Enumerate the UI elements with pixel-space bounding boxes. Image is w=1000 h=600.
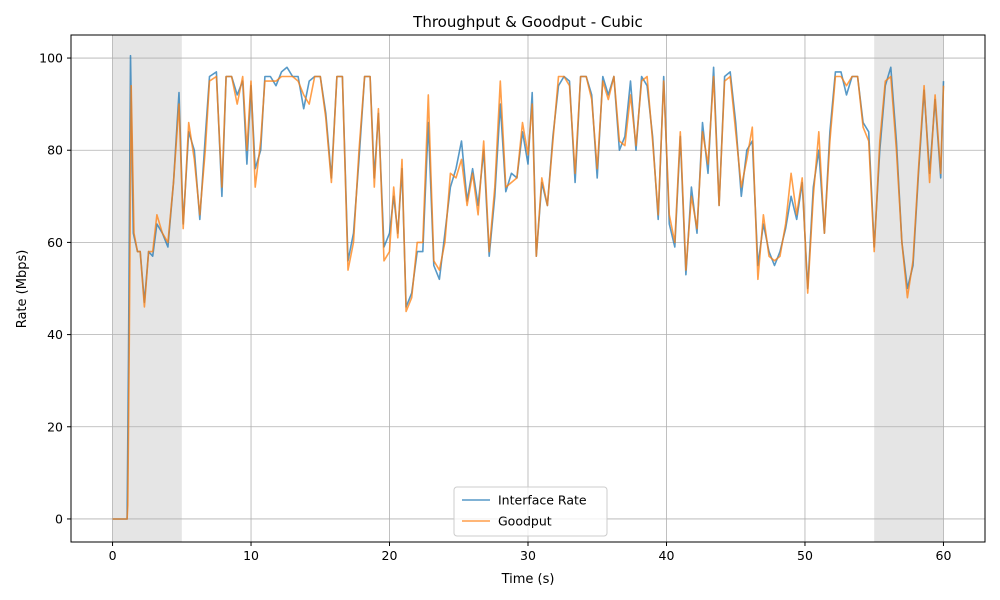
y-tick-label: 60 [47, 235, 63, 250]
y-tick-label: 20 [47, 419, 63, 434]
y-tick-label: 80 [47, 143, 63, 158]
x-tick-label: 30 [520, 548, 536, 563]
legend-box [453, 486, 608, 537]
plot-area: 0 10 20 30 40 50 60 0 20 40 60 80 100 Interface Rate G… [39, 34, 986, 563]
series-line-2 [112, 75, 945, 520]
y-axis-label: Rate (Mbps) [15, 250, 30, 329]
y-tick-label: 40 [47, 327, 63, 342]
x-tick-label: 40 [659, 548, 675, 563]
x-tick-label: 20 [382, 548, 398, 563]
x-tick-label: 0 [109, 548, 117, 563]
x-tick-label: 50 [797, 548, 813, 563]
x-tick-label: 10 [243, 548, 259, 563]
x-tick-label: 60 [936, 548, 952, 563]
legend-label-1: Interface Rate [498, 493, 587, 508]
legend-label-2: Goodput [498, 514, 552, 529]
y-tick-label: 0 [55, 511, 63, 526]
chart-title: Throughput & Goodput - Cubic [412, 13, 643, 31]
x-axis-label: Time (s) [501, 572, 555, 587]
y-tick-label: 100 [39, 51, 63, 66]
shaded-region-1 [112, 35, 182, 542]
